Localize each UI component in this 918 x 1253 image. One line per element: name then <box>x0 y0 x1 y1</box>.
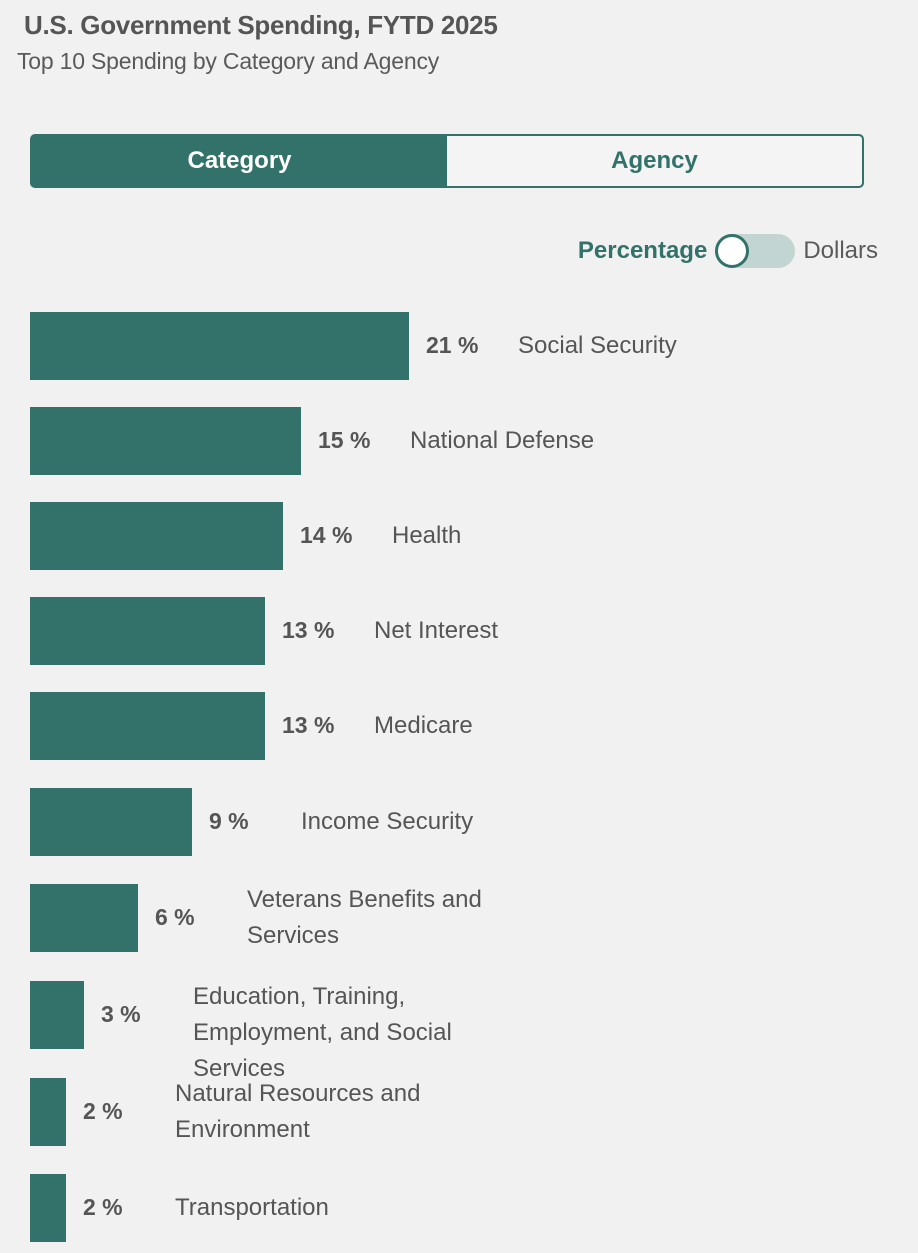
percentage-dollars-switch[interactable] <box>715 234 796 268</box>
switch-knob <box>715 234 750 268</box>
page-subtitle: Top 10 Spending by Category and Agency <box>17 48 440 74</box>
percentage-label[interactable]: Percentage <box>577 237 708 264</box>
bar[interactable] <box>30 502 283 570</box>
category-label: Veterans Benefits and Services <box>247 886 482 949</box>
category-label: Education, Training, Employment, and Soc… <box>193 983 452 1082</box>
bar-value-label: 2 % <box>83 1098 123 1124</box>
bar-value-label: 13 % <box>282 617 335 643</box>
bar-value-label: 13 % <box>282 712 335 738</box>
category-label: Net Interest <box>374 617 499 644</box>
unit-toggle: Percentage Dollars <box>578 234 878 268</box>
bar[interactable] <box>30 788 192 856</box>
bar-value-label: 15 % <box>318 427 371 453</box>
bar-value-label: 3 % <box>101 1001 141 1027</box>
page-title: U.S. Government Spending, FYTD 2025 <box>24 10 498 40</box>
category-label: Health <box>392 522 462 549</box>
bar[interactable] <box>30 407 301 475</box>
category-label: Natural Resources and Environment <box>175 1080 421 1143</box>
bar-value-label: 21 % <box>426 332 479 358</box>
bar-value-label: 14 % <box>300 522 353 548</box>
bar[interactable] <box>30 981 84 1049</box>
tab-category[interactable]: Category <box>32 136 447 186</box>
bar[interactable] <box>30 1078 66 1146</box>
category-label: Medicare <box>374 712 473 739</box>
category-label: Income Security <box>301 808 474 835</box>
bar-value-label: 2 % <box>83 1194 123 1220</box>
bar[interactable] <box>30 312 409 380</box>
bar[interactable] <box>30 692 265 760</box>
tab-agency[interactable]: Agency <box>447 136 862 186</box>
view-tabs: Category Agency <box>30 134 864 188</box>
category-label: Social Security <box>518 332 677 359</box>
bar[interactable] <box>30 1174 66 1242</box>
bar-value-label: 9 % <box>209 808 249 834</box>
bar-value-label: 6 % <box>155 904 195 930</box>
bar[interactable] <box>30 884 138 952</box>
bar[interactable] <box>30 597 265 665</box>
dollars-label[interactable]: Dollars <box>803 237 878 264</box>
category-label: National Defense <box>410 427 595 454</box>
category-label: Transportation <box>175 1194 329 1221</box>
